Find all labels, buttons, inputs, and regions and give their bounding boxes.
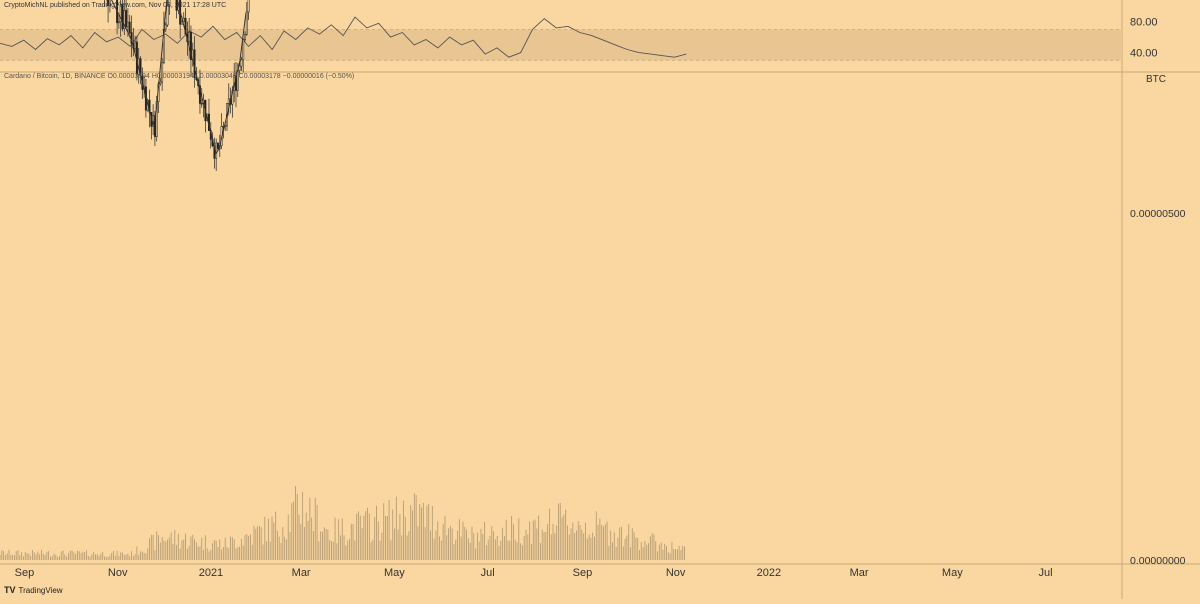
x-tick-label: May (942, 567, 963, 579)
candle-body (164, 24, 167, 30)
candle-body (242, 39, 245, 61)
y-tick-label: 0.00000500 (1130, 208, 1186, 220)
x-tick-label: 2022 (757, 567, 781, 579)
tradingview-logo-icon: TV (4, 585, 16, 595)
candle-body (217, 142, 219, 149)
x-tick-label: 2021 (199, 567, 223, 579)
x-tick-label: Sep (15, 567, 35, 579)
candle-body (107, 0, 110, 6)
candle-body (166, 5, 169, 26)
x-tick-label: Jul (1039, 567, 1053, 579)
candle-body (128, 21, 131, 33)
candle-body (227, 98, 230, 104)
candle-body (188, 32, 191, 43)
candle-body (238, 65, 241, 71)
candle-body (159, 81, 162, 84)
candle-body (134, 41, 137, 49)
candle-body (121, 4, 124, 30)
candle-body (245, 11, 248, 35)
moving-average-line (111, 0, 247, 155)
candle-body (126, 21, 129, 28)
candle-body (190, 32, 192, 61)
candle-body (244, 34, 246, 41)
x-tick-label: Mar (292, 567, 311, 579)
candle-body (108, 0, 111, 6)
x-tick-label: Jul (481, 567, 495, 579)
candle-body (125, 10, 128, 28)
candle-body (117, 21, 120, 24)
x-tick-label: Mar (850, 567, 869, 579)
candle-body (175, 0, 178, 11)
x-tick-label: May (384, 567, 405, 579)
candle-body (161, 62, 164, 83)
x-tick-label: Nov (666, 567, 686, 579)
candle-body (247, 0, 250, 13)
rsi-tick-label: 80.00 (1130, 17, 1158, 29)
tradingview-brand: TV TradingView (4, 585, 63, 595)
candle-body (199, 85, 201, 104)
published-by: CryptoMichNL published on TradingView.co… (4, 2, 227, 9)
rsi-band (0, 29, 1122, 61)
rsi-line (0, 16, 687, 58)
currency-label: BTC (1146, 74, 1166, 85)
candle-body (119, 4, 122, 23)
y-tick-label: 0.00000000 (1130, 555, 1186, 567)
candle-body (168, 0, 171, 6)
candle-body (182, 17, 185, 22)
rsi-tick-label: 40.00 (1130, 48, 1158, 60)
brand-label: TradingView (18, 585, 63, 595)
x-tick-label: Sep (573, 567, 593, 579)
x-tick-label: Nov (108, 567, 128, 579)
symbol-info: Cardano / Bitcoin, 1D, BINANCE O0.000031… (4, 73, 355, 80)
candle-body (123, 10, 126, 30)
candle-body (240, 59, 243, 67)
candle-body (200, 103, 203, 105)
